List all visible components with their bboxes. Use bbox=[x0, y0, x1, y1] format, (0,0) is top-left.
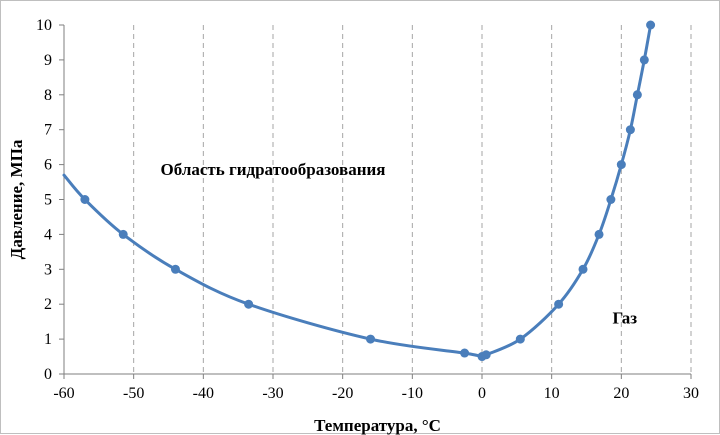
x-tick-label: 10 bbox=[544, 385, 560, 402]
series-markers bbox=[80, 20, 656, 362]
data-point bbox=[118, 229, 128, 239]
x-tick-label: 20 bbox=[613, 385, 629, 402]
annotation-hydrate-region: Область гидратообразования bbox=[161, 160, 386, 179]
axes bbox=[63, 25, 691, 375]
data-point bbox=[639, 55, 649, 65]
y-tick-label: 6 bbox=[44, 157, 52, 174]
annotations: Область гидратообразования Газ bbox=[161, 160, 638, 327]
x-tick-labels: -60 -50 -40 -30 -20 -10 0 10 20 30 bbox=[53, 374, 699, 402]
data-point bbox=[646, 20, 656, 30]
data-point bbox=[578, 264, 588, 274]
x-axis-label: Температура, °С bbox=[314, 416, 441, 435]
data-point bbox=[170, 264, 180, 274]
data-point bbox=[606, 195, 616, 204]
y-tick-label: 2 bbox=[44, 296, 52, 313]
y-tick-label: 1 bbox=[44, 331, 52, 348]
data-point bbox=[460, 348, 470, 358]
data-point bbox=[554, 299, 564, 309]
y-tick-label: 9 bbox=[44, 52, 52, 69]
x-tick-label: 30 bbox=[683, 385, 699, 402]
x-tick-label: -10 bbox=[402, 385, 423, 402]
data-point bbox=[616, 160, 626, 170]
x-tick-label: -30 bbox=[262, 385, 283, 402]
x-tick-label: -20 bbox=[332, 385, 353, 402]
annotation-gas: Газ bbox=[612, 308, 637, 327]
y-tick-label: 0 bbox=[44, 366, 52, 383]
y-tick-label: 10 bbox=[36, 17, 52, 34]
data-point bbox=[594, 229, 604, 239]
y-tick-label: 5 bbox=[44, 192, 52, 209]
data-point bbox=[366, 334, 376, 344]
y-tick-label: 8 bbox=[44, 87, 52, 104]
y-tick-label: 4 bbox=[44, 226, 52, 243]
x-tick-label: -40 bbox=[193, 385, 214, 402]
y-tick-label: 3 bbox=[44, 261, 52, 278]
y-axis-label: Давление, МПа bbox=[7, 139, 26, 259]
data-point bbox=[632, 90, 642, 100]
grid-lines bbox=[133, 25, 692, 374]
data-point bbox=[625, 125, 635, 135]
x-tick-label: -60 bbox=[53, 385, 74, 402]
series-line bbox=[62, 23, 653, 359]
x-tick-label: 0 bbox=[478, 385, 486, 402]
data-point bbox=[80, 195, 90, 204]
data-point bbox=[515, 334, 525, 344]
data-point bbox=[244, 299, 254, 309]
y-tick-label: 7 bbox=[44, 122, 52, 139]
data-point bbox=[481, 350, 491, 360]
y-tick-labels: 0 1 2 3 4 5 6 7 8 9 10 bbox=[36, 17, 64, 383]
x-tick-label: -50 bbox=[123, 385, 144, 402]
